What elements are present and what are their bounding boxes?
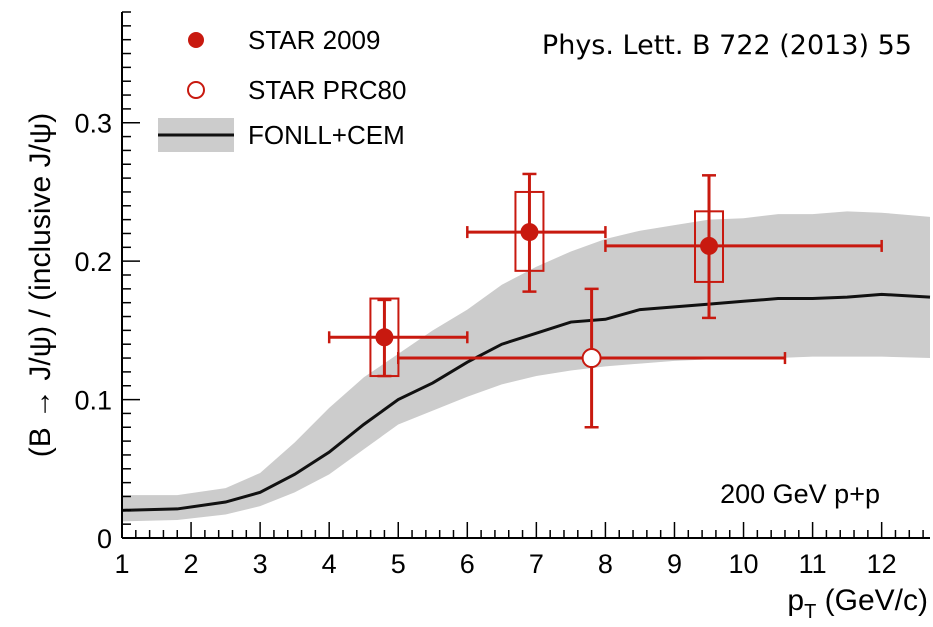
x-tick-label: 11 [799,549,827,579]
x-tick-label: 7 [529,549,544,579]
y-tick-label: 0.1 [74,386,112,416]
legend-marker-star-2009 [188,32,204,48]
fonll-uncertainty-band [122,211,930,522]
marker-open-circle [581,348,602,369]
legend-label-star-prc80: STAR PRC80 [248,75,406,105]
marker-filled-circle [375,328,394,347]
legend-label-fonll: FONLL+CEM [248,120,405,150]
marker-filled-circle [520,223,539,242]
y-tick-label: 0.2 [74,247,112,277]
legend: STAR 2009 STAR PRC80 FONLL+CEM [158,25,406,152]
x-tick-label: 5 [391,549,406,579]
y-tick-label: 0.3 [74,109,112,139]
x-tick-label: 1 [114,549,129,579]
data-point-star-prc80 [396,287,787,429]
theory-curve-layer [121,292,931,512]
fonll-central-curve [121,292,931,512]
x-tick-label: 10 [729,549,759,579]
marker-filled-circle [700,236,719,255]
x-tick-label: 4 [322,549,337,579]
legend-label-star-2009: STAR 2009 [248,25,380,55]
x-axis-title-unit: (GeV/c) [816,584,928,617]
data-point-star-2009 [604,174,883,320]
data-point-star-2009 [327,297,469,378]
x-axis-title-main: p [787,584,804,617]
x-tick-label: 8 [598,549,613,579]
data-point-star-2009 [466,172,607,293]
x-tick-label: 2 [184,549,199,579]
x-axis-title: pT (GeV/c) [787,584,928,623]
x-axis-title-subscript: T [804,601,816,623]
data-points-layer [327,172,883,429]
theory-band-layer [122,211,930,522]
reference-annotation: Phys. Lett. B 722 (2013) 55 [542,30,912,61]
energy-annotation: 200 GeV p+p [720,479,880,509]
x-tick-label: 3 [253,549,268,579]
legend-marker-star-prc80 [187,81,205,99]
x-tick-label: 6 [460,549,475,579]
y-tick-label: 0 [97,524,112,554]
y-axis-title: (B → J/ψ) / (inclusive J/ψ) [24,113,57,457]
x-tick-label: 9 [667,549,682,579]
x-tick-label: 12 [867,549,897,579]
